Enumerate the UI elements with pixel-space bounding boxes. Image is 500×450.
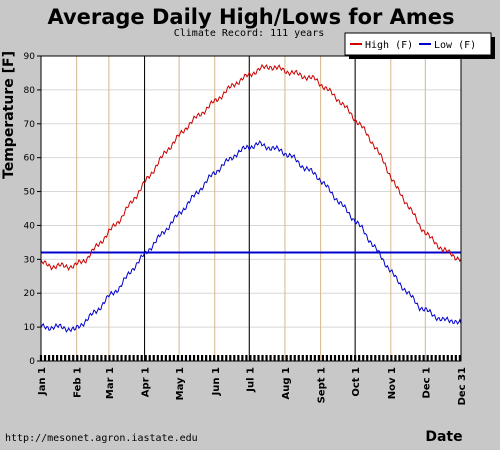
x-tick-label: Jan 1 bbox=[37, 367, 48, 396]
legend-box bbox=[344, 32, 492, 56]
legend: High (F) Low (F) bbox=[344, 32, 495, 59]
y-tick-label: 20 bbox=[24, 289, 36, 299]
x-tick-label: Apr 1 bbox=[141, 367, 152, 397]
x-tick-label: Oct 1 bbox=[351, 367, 362, 397]
y-tick-label: 50 bbox=[24, 188, 36, 198]
plot-border bbox=[40, 55, 462, 362]
x-tick-label: Dec 31 bbox=[457, 367, 468, 405]
plot-area bbox=[39, 55, 462, 362]
y-tick-label: 0 bbox=[29, 357, 35, 367]
y-axis-ticks: 0 10 20 30 40 50 60 70 80 90 bbox=[24, 52, 41, 367]
chart-title: Average Daily High/Lows for Ames bbox=[47, 5, 454, 29]
y-tick-label: 60 bbox=[24, 154, 36, 164]
legend-label: High (F) bbox=[365, 40, 413, 51]
source-url: http://mesonet.agron.iastate.edu bbox=[5, 433, 198, 444]
chart-subtitle: Climate Record: 111 years bbox=[174, 28, 325, 39]
x-tick-label: May 1 bbox=[175, 367, 186, 400]
x-tick-label: Mar 1 bbox=[105, 367, 116, 399]
y-tick-label: 80 bbox=[24, 86, 36, 96]
x-tick-label: Dec 1 bbox=[421, 367, 432, 398]
series-line-low bbox=[40, 140, 462, 333]
y-tick-label: 10 bbox=[24, 323, 36, 333]
series-layer bbox=[40, 63, 462, 333]
y-tick-label: 90 bbox=[24, 52, 36, 62]
x-tick-label: Jul 1 bbox=[245, 367, 256, 393]
bottom-tick-band bbox=[39, 355, 461, 361]
y-tick-label: 70 bbox=[24, 120, 36, 130]
x-tick-label: Nov 1 bbox=[387, 367, 398, 399]
x-tick-label: Aug 1 bbox=[281, 367, 292, 399]
x-axis-label: Date bbox=[425, 429, 462, 445]
legend-label: Low (F) bbox=[434, 40, 476, 51]
quarter-lines bbox=[144, 56, 356, 361]
series-line-high bbox=[40, 63, 462, 271]
plot-background bbox=[41, 56, 461, 361]
x-axis-ticks: Jan 1 Feb 1 Mar 1 Apr 1 May 1 Jun 1 Jul 1 Aug 1… bbox=[37, 367, 468, 405]
y-tick-label: 30 bbox=[24, 255, 36, 265]
y-tick-label: 40 bbox=[24, 221, 36, 231]
y-axis-label: Temperature [F] bbox=[1, 51, 17, 179]
x-tick-label: Feb 1 bbox=[73, 367, 84, 398]
x-tick-label: Jun 1 bbox=[211, 367, 222, 396]
x-tick-label: Sept 1 bbox=[317, 367, 328, 403]
legend-items: High (F) Low (F) bbox=[350, 40, 476, 51]
